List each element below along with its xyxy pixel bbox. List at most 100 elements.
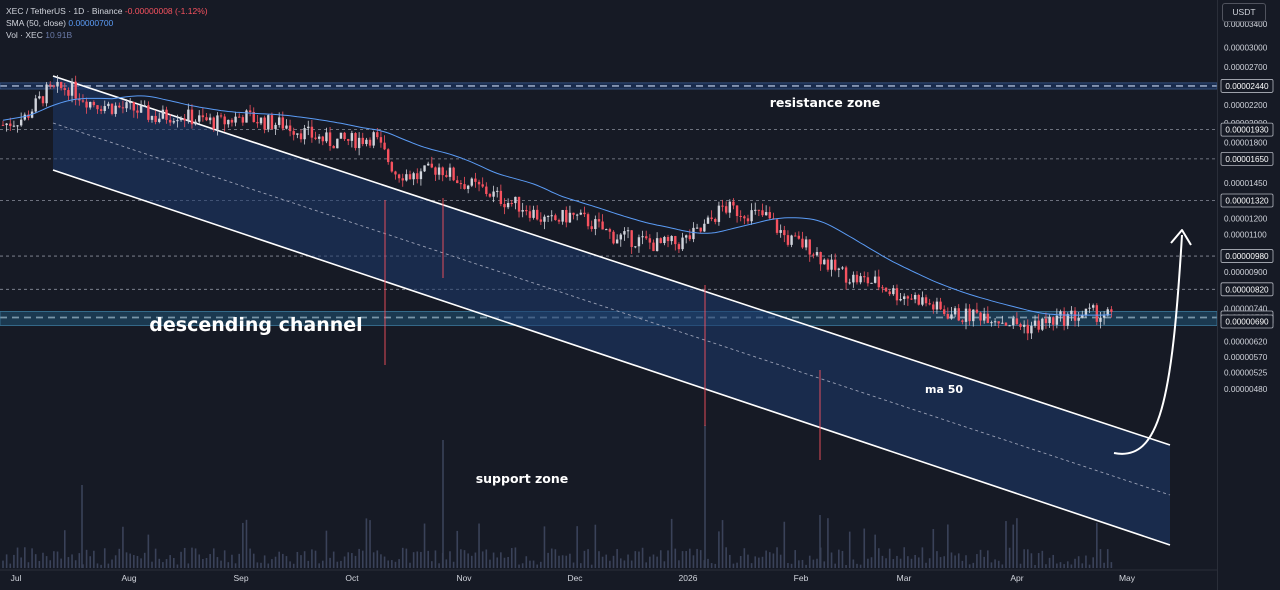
candle-body <box>873 276 877 283</box>
volume-bar <box>947 524 949 568</box>
candle-body <box>365 139 368 145</box>
candle-body <box>426 163 430 166</box>
volume-bar <box>569 553 571 568</box>
candle-body <box>470 178 473 186</box>
candle-body <box>525 209 528 212</box>
candle-body <box>383 142 386 150</box>
volume-bar <box>510 548 513 568</box>
legend-sma-label: SMA (50, close) <box>6 18 66 28</box>
volume-bar <box>718 531 720 568</box>
candle-body <box>212 117 215 130</box>
volume-bar <box>409 562 411 568</box>
candle-body <box>387 149 390 163</box>
candle-body <box>986 313 990 323</box>
candle-body <box>59 81 63 89</box>
volume-bar <box>750 563 753 568</box>
candle-body <box>183 118 186 121</box>
volume-bar <box>583 550 586 568</box>
volume-bar <box>990 562 993 568</box>
candle-body <box>943 309 946 314</box>
candle-body <box>147 105 150 120</box>
candle-body <box>623 231 626 235</box>
volume-bar <box>351 553 353 568</box>
candle-body <box>917 294 920 305</box>
volume-bar <box>1081 563 1084 568</box>
candle-body <box>394 171 397 175</box>
volume-bar <box>267 563 270 568</box>
volume-bar <box>93 550 95 568</box>
time-axis[interactable]: Jul Aug Sep Oct Nov Dec 2026 Feb Mar Apr May <box>0 569 1217 583</box>
volume-bar <box>271 559 273 568</box>
volume-bar <box>42 552 44 568</box>
candle-body <box>568 212 572 223</box>
volume-bar <box>434 550 437 568</box>
candle-body <box>1110 309 1113 312</box>
volume-bar <box>252 553 255 568</box>
price-label-text: 0.00000820 <box>1225 285 1269 294</box>
volume-bar <box>732 563 735 568</box>
volume-bar <box>536 564 538 568</box>
volume-bar <box>361 550 364 568</box>
price-axis[interactable]: 0.00003400 0.00003000 0.00002700 0.00002440… <box>1220 20 1274 394</box>
candle-body <box>783 230 786 236</box>
candle-body <box>710 217 713 220</box>
candle-body <box>506 203 510 208</box>
volume-bar <box>623 560 626 568</box>
candle-body <box>445 175 448 177</box>
volume-bar <box>779 554 782 568</box>
candle-body <box>368 139 372 146</box>
volume-bar <box>1074 558 1076 568</box>
volume-bar <box>689 548 691 568</box>
support-zone-label: support zone <box>476 471 569 486</box>
volume-bar <box>1019 563 1022 568</box>
volume-bar <box>449 551 451 568</box>
volume-bar <box>9 563 12 568</box>
candle-body <box>961 320 964 322</box>
candle-body <box>597 219 601 222</box>
volume-bar <box>1096 522 1098 568</box>
price-tick-label: 0.00000900 <box>1224 268 1268 277</box>
candle-body <box>187 109 190 121</box>
volume-bar <box>234 563 237 568</box>
candle-body <box>717 205 721 222</box>
volume-bar <box>968 564 971 568</box>
chart-legend: XEC / TetherUS · 1D · Binance -0.0000000… <box>6 5 208 41</box>
volume-bar <box>928 558 931 568</box>
volume-bar <box>71 554 73 568</box>
candle-body <box>379 137 383 143</box>
time-tick-label: 2026 <box>679 573 698 583</box>
candle-body <box>634 246 637 248</box>
candle-body <box>768 212 771 219</box>
candle-body <box>481 184 484 187</box>
currency-selector[interactable]: USDT <box>1222 3 1266 22</box>
volume-bar <box>500 552 502 568</box>
volume-bar <box>242 522 244 568</box>
volume-bar <box>354 555 357 568</box>
volume-bar <box>329 557 331 568</box>
volume-bar <box>296 551 299 568</box>
volume-bar <box>808 555 811 568</box>
volume-bar <box>191 547 193 568</box>
candle-body <box>205 117 208 121</box>
volume-bar <box>158 558 161 568</box>
candle-body <box>532 209 535 218</box>
price-level-label: 0.00001930 <box>1220 122 1274 137</box>
candle-body <box>841 267 844 269</box>
candle-body <box>89 101 92 108</box>
candle-body <box>405 174 408 181</box>
resistance-zone <box>0 82 1218 90</box>
price-label-text: 0.00001930 <box>1225 126 1269 135</box>
candle-body <box>267 115 270 130</box>
candle-body <box>648 238 652 243</box>
price-scale-panel[interactable] <box>1217 0 1280 590</box>
candle-body <box>161 109 165 119</box>
candle-body <box>786 235 790 245</box>
candle-body <box>397 174 401 179</box>
volume-bar <box>841 550 844 568</box>
volume-bar <box>1026 549 1029 568</box>
volume-bar <box>162 562 164 568</box>
channel-mid-line <box>52 122 1171 496</box>
volume-bar <box>663 561 666 568</box>
